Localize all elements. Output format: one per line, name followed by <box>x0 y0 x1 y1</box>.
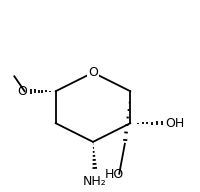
Text: O: O <box>17 85 27 98</box>
Text: NH₂: NH₂ <box>83 175 106 188</box>
Text: OH: OH <box>164 117 183 130</box>
Text: O: O <box>88 66 97 79</box>
Text: HO: HO <box>104 168 124 181</box>
